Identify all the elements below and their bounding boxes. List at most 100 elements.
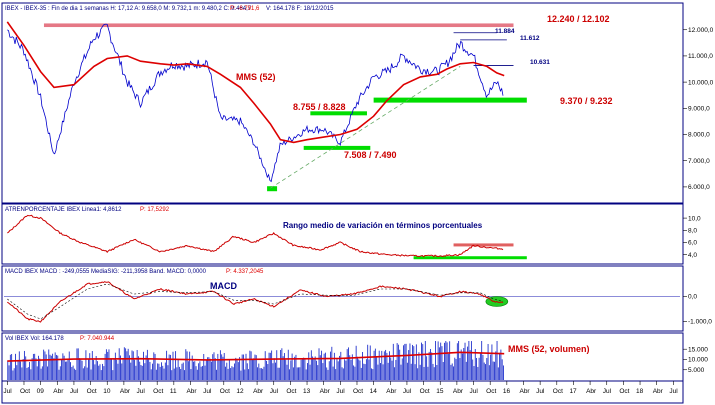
y-tick-label-macd: 0,0 xyxy=(688,294,697,301)
volume-bar xyxy=(337,361,339,380)
volume-bar xyxy=(226,362,228,380)
volume-bar xyxy=(72,365,74,380)
resistance-label: 12.240 / 12.102 xyxy=(547,14,610,24)
volume-bar xyxy=(291,353,293,380)
volume-bar xyxy=(397,344,399,380)
volume-bar xyxy=(346,349,348,380)
volume-bar xyxy=(496,341,498,380)
x-axis-band xyxy=(1,380,684,404)
volume-bar xyxy=(228,359,230,380)
volume-bar xyxy=(157,363,159,380)
volume-bar xyxy=(96,361,98,380)
volume-bar xyxy=(305,369,307,380)
volume-bar xyxy=(276,350,278,380)
volume-bar xyxy=(178,366,180,380)
volume-bar xyxy=(450,364,452,380)
volume-bar xyxy=(433,367,435,380)
volume-bar xyxy=(25,356,27,380)
volume-bar xyxy=(114,352,116,380)
volume-bar xyxy=(345,360,347,380)
volume-bar xyxy=(483,362,485,380)
volume-bar xyxy=(245,353,247,380)
volume-bar xyxy=(112,370,114,380)
volume-bar xyxy=(153,352,155,380)
volume-bar xyxy=(158,363,160,380)
volume-bar xyxy=(237,362,239,380)
volume-bar xyxy=(362,351,364,380)
x-tick-label: Jul xyxy=(470,388,479,395)
volume-bar xyxy=(189,351,191,380)
volume-bar xyxy=(109,358,111,380)
volume-bar xyxy=(390,357,392,380)
volume-bar xyxy=(11,354,13,380)
volume-bar xyxy=(327,369,329,380)
volume-bar xyxy=(387,362,389,380)
x-tick-label: Oct xyxy=(87,388,97,395)
volume-bar xyxy=(180,368,182,380)
volume-bar xyxy=(210,361,212,380)
volume-bar xyxy=(292,367,294,380)
volume-bar xyxy=(316,360,317,380)
volume-bar xyxy=(39,358,41,380)
volume-bar xyxy=(172,351,174,380)
volume-bar xyxy=(406,362,408,380)
volume-bar xyxy=(181,363,183,380)
volume-bar xyxy=(167,365,169,380)
x-tick-label: 18 xyxy=(636,388,644,395)
volume-bar xyxy=(438,347,440,380)
x-tick-label: Abr xyxy=(53,388,64,395)
volume-bar xyxy=(268,352,270,380)
volume-bar xyxy=(321,350,323,380)
volume-bar xyxy=(67,359,69,380)
volume-bar xyxy=(301,359,303,380)
volume-bar xyxy=(283,353,285,380)
volume-bar xyxy=(126,351,128,380)
volume-bar xyxy=(244,369,246,380)
volume-bar xyxy=(214,358,216,380)
volume-bar xyxy=(365,359,367,380)
volume-bar xyxy=(336,358,338,380)
volume-bar xyxy=(364,364,366,380)
volume-bar xyxy=(488,365,490,380)
volume-bar xyxy=(409,343,411,380)
volume-bar xyxy=(477,366,479,380)
volume-bar xyxy=(330,351,331,380)
vol-header: Vol IBEX Vol: 164.178 xyxy=(5,336,64,342)
high2-label: 11.612 xyxy=(520,35,540,42)
volume-bar xyxy=(89,353,91,380)
volume-bar xyxy=(500,349,502,380)
volume-bar xyxy=(382,364,384,380)
volume-bar xyxy=(30,369,32,380)
support-top-band xyxy=(310,111,367,116)
x-tick-label: 14 xyxy=(370,388,378,395)
volume-bar xyxy=(249,350,251,380)
volume-bar xyxy=(473,366,475,380)
volume-bar xyxy=(62,353,64,380)
volume-bar xyxy=(93,360,95,380)
volume-bar xyxy=(27,367,29,380)
mms-label: MMS (52) xyxy=(236,72,276,82)
x-tick-label: Jul xyxy=(70,388,79,395)
y-tick-label-volume: 10.000 xyxy=(688,357,708,364)
volume-bar xyxy=(309,364,311,380)
y-tick-label-price: 8.000,0 xyxy=(688,132,710,139)
x-tick-label: Jul xyxy=(603,388,612,395)
volume-bar xyxy=(177,359,179,380)
volume-bar xyxy=(75,369,77,380)
volume-bar xyxy=(141,365,143,380)
macd-header-p: P: 4.337,2045 xyxy=(226,269,264,275)
y-tick-label-atr: 4,0 xyxy=(688,252,697,259)
volume-bar xyxy=(482,354,484,380)
volume-bar xyxy=(231,366,233,380)
volume-bar xyxy=(281,348,283,380)
volume-bar xyxy=(162,365,164,380)
volume-bar xyxy=(54,352,56,380)
volume-bar xyxy=(401,358,403,380)
x-tick-label: Abr xyxy=(586,388,597,395)
volume-bar xyxy=(282,356,284,380)
x-tick-label: Oct xyxy=(486,388,496,395)
volume-bar xyxy=(341,367,343,380)
volume-bar xyxy=(123,347,125,380)
volume-bar xyxy=(169,354,171,380)
